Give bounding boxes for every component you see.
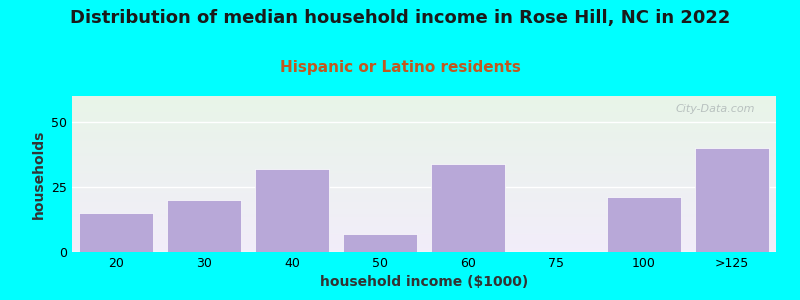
Bar [254,169,330,252]
Bar [342,234,418,252]
Bar [166,200,242,252]
Text: City-Data.com: City-Data.com [675,104,755,114]
Bar [694,148,770,252]
X-axis label: household income ($1000): household income ($1000) [320,275,528,290]
Text: Hispanic or Latino residents: Hispanic or Latino residents [279,60,521,75]
Text: Distribution of median household income in Rose Hill, NC in 2022: Distribution of median household income … [70,9,730,27]
Bar [606,197,682,252]
Bar [78,213,154,252]
Bar [430,164,506,252]
Y-axis label: households: households [31,129,46,219]
